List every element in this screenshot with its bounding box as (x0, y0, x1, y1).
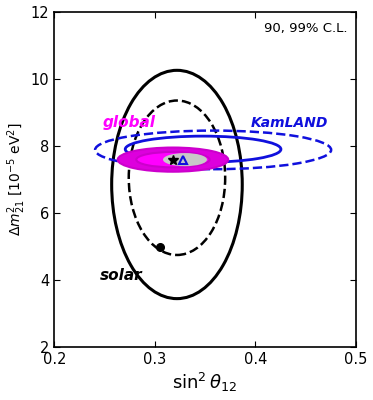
X-axis label: $\sin^2\theta_{12}$: $\sin^2\theta_{12}$ (172, 371, 238, 394)
Ellipse shape (118, 148, 228, 172)
Text: KamLAND: KamLAND (250, 116, 327, 130)
Text: global: global (103, 115, 156, 130)
Ellipse shape (136, 152, 210, 167)
Text: solar: solar (100, 268, 142, 283)
Y-axis label: $\Delta m^2_{21}\ [10^{-5}\ \mathrm{eV}^2]$: $\Delta m^2_{21}\ [10^{-5}\ \mathrm{eV}^… (6, 122, 28, 236)
Text: 90, 99% C.L.: 90, 99% C.L. (264, 22, 348, 35)
Ellipse shape (136, 152, 210, 167)
Ellipse shape (163, 153, 207, 166)
